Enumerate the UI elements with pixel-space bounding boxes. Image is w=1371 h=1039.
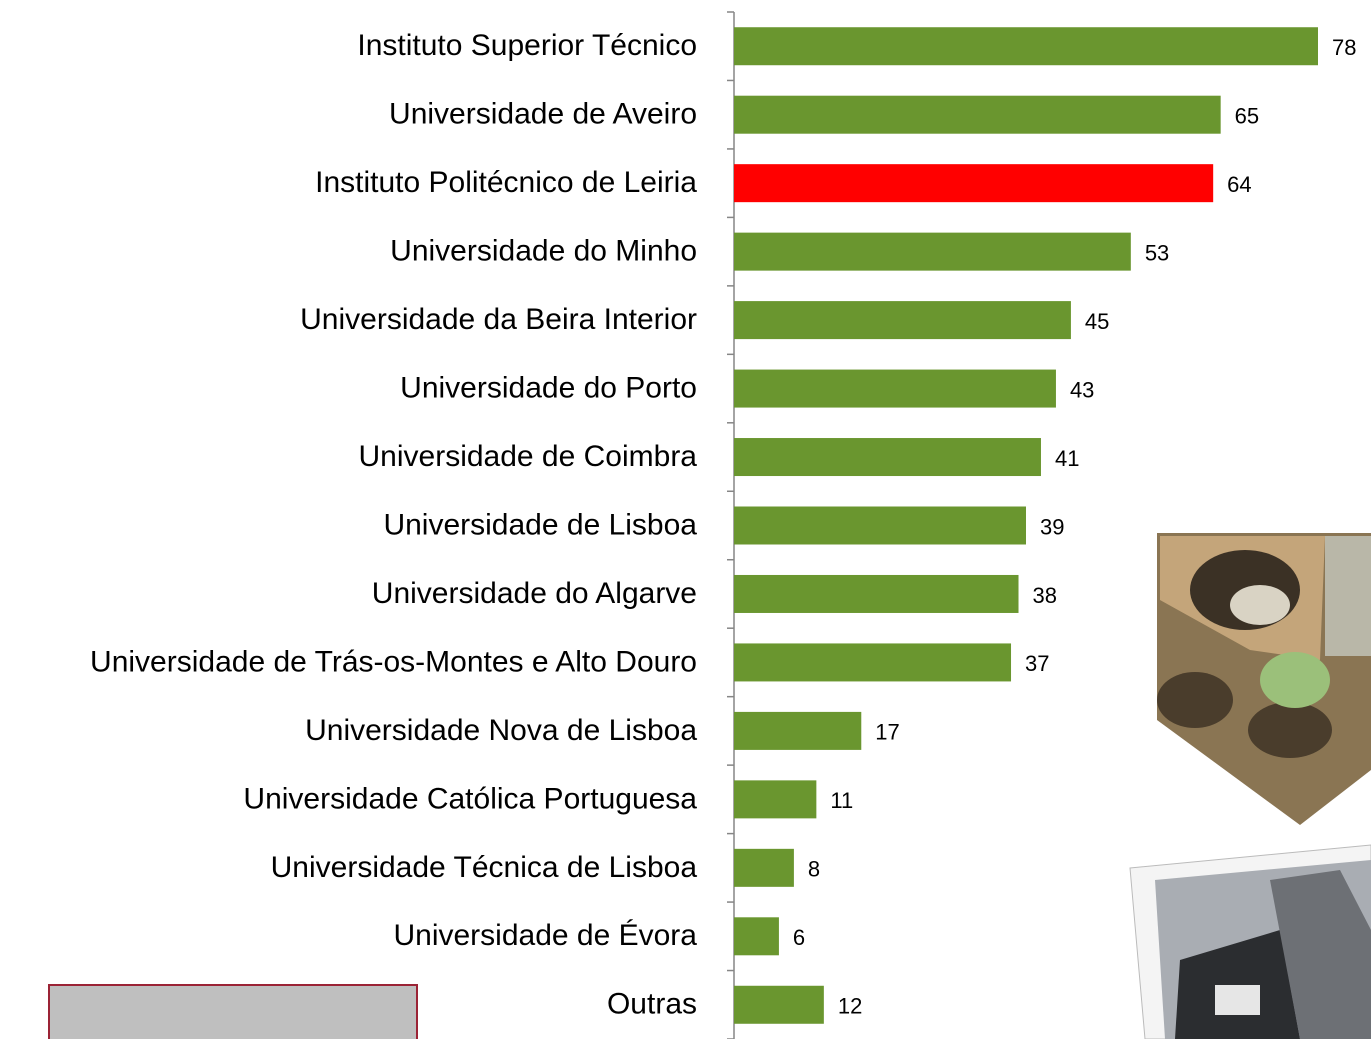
y-tick-label: Universidade de Lisboa xyxy=(383,508,697,541)
value-label: 6 xyxy=(793,925,805,950)
value-label: 8 xyxy=(808,857,820,882)
bar xyxy=(734,95,1221,134)
image-leaf xyxy=(1260,652,1330,708)
bar xyxy=(734,232,1131,271)
bar xyxy=(734,164,1214,203)
y-tick-label: Outras xyxy=(607,988,697,1021)
y-tick-label: Instituto Politécnico de Leiria xyxy=(315,166,697,199)
value-label: 39 xyxy=(1040,514,1064,539)
bar xyxy=(734,711,862,750)
y-tick-label: Universidade do Porto xyxy=(400,371,697,404)
decor-image-machine xyxy=(1129,844,1371,1039)
y-tick-label: Universidade Nova de Lisboa xyxy=(305,714,697,747)
value-label: 41 xyxy=(1055,446,1079,471)
y-tick-label: Universidade do Minho xyxy=(390,235,697,268)
value-label: 17 xyxy=(875,720,899,745)
value-label: 45 xyxy=(1085,309,1109,334)
image-pot-inner xyxy=(1230,585,1290,625)
bar xyxy=(734,506,1026,545)
decor-image-pots xyxy=(1157,533,1371,825)
image-pot xyxy=(1248,702,1332,758)
y-tick-label: Instituto Superior Técnico xyxy=(357,29,697,62)
value-label: 78 xyxy=(1332,35,1356,60)
value-label: 38 xyxy=(1033,583,1057,608)
value-label: 64 xyxy=(1227,172,1251,197)
image-pot xyxy=(1157,672,1233,728)
y-tick-label: Universidade de Trás-os-Montes e Alto Do… xyxy=(90,645,697,678)
image-machine xyxy=(1175,930,1300,1039)
value-label: 37 xyxy=(1025,651,1049,676)
y-tick-label: Universidade de Coimbra xyxy=(359,440,698,473)
bar xyxy=(734,27,1318,66)
y-tick-label: Universidade de Aveiro xyxy=(389,98,697,131)
image-panel xyxy=(1325,536,1371,656)
bar xyxy=(734,848,794,887)
bar xyxy=(734,780,817,819)
bar xyxy=(734,438,1041,477)
bar xyxy=(734,369,1056,408)
y-tick-label: Universidade Católica Portuguesa xyxy=(243,782,697,815)
y-tick-label: Universidade do Algarve xyxy=(372,577,697,610)
value-label: 12 xyxy=(838,994,862,1019)
bar xyxy=(734,643,1012,682)
image-machine-side xyxy=(1270,870,1371,1039)
bar xyxy=(734,301,1071,340)
image-screen xyxy=(1215,985,1260,1015)
bar xyxy=(734,574,1019,613)
y-tick-label: Universidade Técnica de Lisboa xyxy=(271,851,698,884)
value-label: 43 xyxy=(1070,377,1094,402)
value-label: 53 xyxy=(1145,240,1169,265)
value-label: 65 xyxy=(1235,104,1259,129)
y-tick-label: Universidade de Évora xyxy=(393,919,697,952)
y-tick-label: Universidade da Beira Interior xyxy=(300,303,697,336)
bar xyxy=(734,917,779,956)
value-label: 11 xyxy=(830,788,853,813)
bar xyxy=(734,985,824,1024)
gray-box xyxy=(48,984,418,1039)
